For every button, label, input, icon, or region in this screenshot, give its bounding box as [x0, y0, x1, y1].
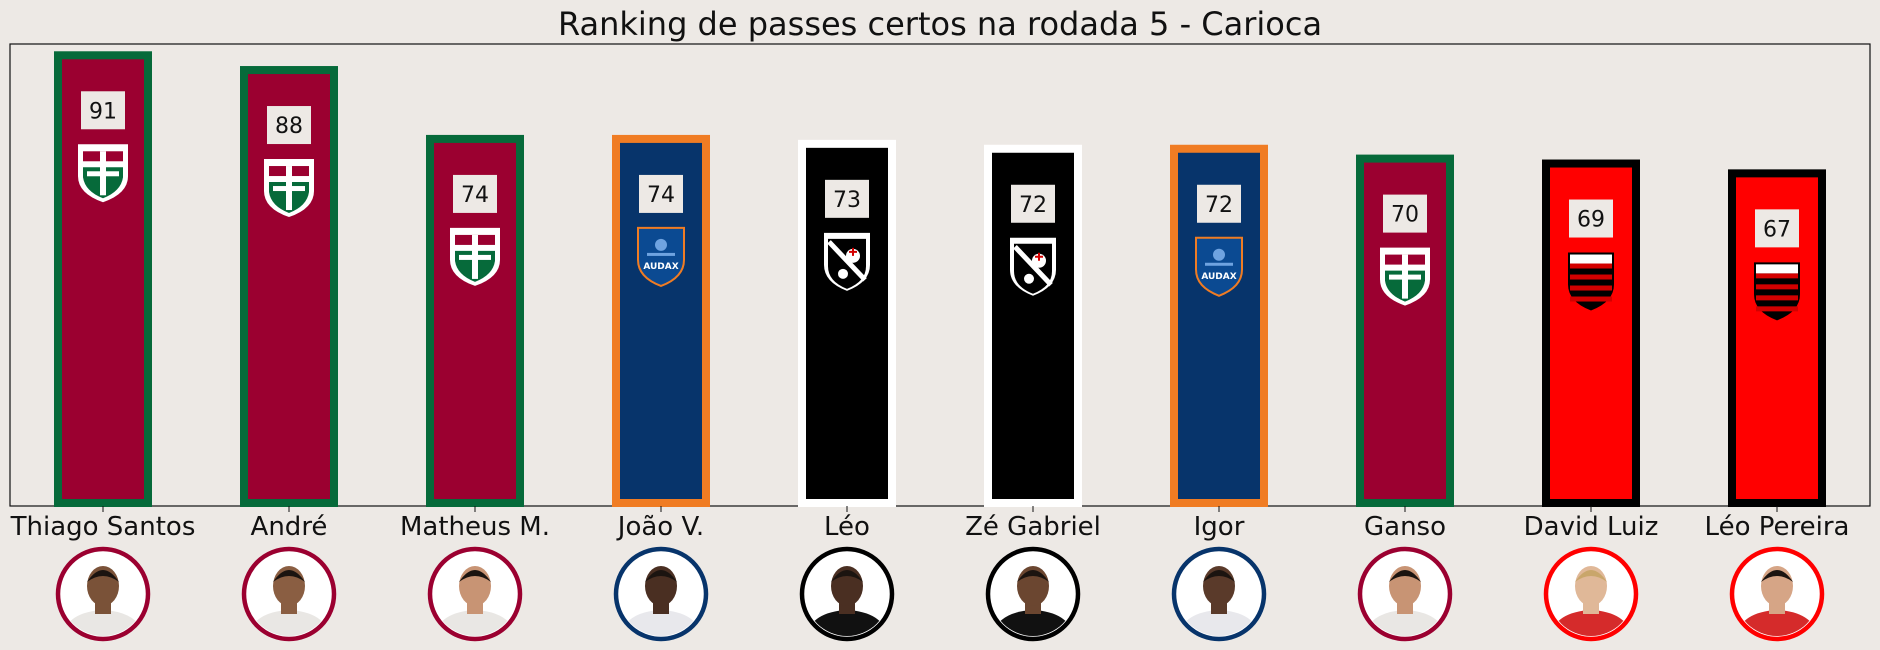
player-avatar [427, 546, 523, 642]
data-label-box [1197, 184, 1241, 223]
plot-area [9, 43, 1871, 507]
data-label: 69 [1577, 208, 1605, 233]
data-label: 72 [1019, 193, 1047, 218]
x-tick-label: Igor [1194, 512, 1245, 542]
x-tick-label: João V. [616, 512, 704, 542]
data-label-box [1011, 184, 1055, 223]
x-tick-label: Matheus M. [400, 512, 550, 542]
data-label: 70 [1391, 203, 1419, 228]
audax-crest-icon: AUDAX [1195, 236, 1243, 297]
x-tick-label: Ganso [1364, 512, 1446, 542]
player-avatar [55, 546, 151, 642]
player-avatar [799, 546, 895, 642]
fluminense-crest-icon [450, 227, 500, 286]
x-tick-label: André [251, 512, 328, 542]
player-avatar [985, 546, 1081, 642]
data-label-box [1755, 209, 1799, 248]
bars-layer: 91 88 74 74 AUDAX 73 72 72 AUDAX 70 69 67 [54, 51, 1826, 508]
player-avatar [1543, 546, 1639, 642]
player-avatar [1171, 546, 1267, 642]
data-label: 72 [1205, 193, 1233, 218]
bar [240, 66, 338, 507]
data-label-box [825, 179, 869, 218]
data-label-box [1569, 199, 1613, 238]
audax-crest-icon: AUDAX [637, 226, 685, 287]
data-label: 73 [833, 188, 861, 213]
data-label-box [639, 174, 683, 213]
x-tick-label: Léo Pereira [1705, 512, 1850, 542]
chart-title: Ranking de passes certos na rodada 5 - C… [558, 5, 1322, 43]
x-tick-labels: Thiago Santos André Matheus M. João V. Léo Zé… [10, 506, 1850, 542]
bar [426, 134, 524, 507]
audax-crest-text: AUDAX [1201, 272, 1236, 282]
data-label-box [1383, 194, 1427, 233]
data-label-box [453, 174, 497, 213]
flamengo-crest-icon [1568, 252, 1614, 311]
vasco-crest-icon [1010, 237, 1056, 296]
data-label: 74 [647, 183, 675, 208]
data-label-box [81, 91, 125, 130]
x-tick-label: David Luiz [1524, 512, 1659, 542]
x-tick-label: Thiago Santos [10, 512, 196, 542]
fluminense-crest-icon [1380, 247, 1430, 306]
player-avatars [55, 546, 1825, 642]
data-label: 88 [275, 114, 303, 139]
player-avatar [1729, 546, 1825, 642]
fluminense-crest-icon [78, 144, 128, 203]
x-tick-label: Léo [824, 512, 870, 542]
player-avatar [613, 546, 709, 642]
x-tick-label: Zé Gabriel [965, 512, 1101, 542]
data-label: 67 [1763, 217, 1791, 242]
player-avatar [241, 546, 337, 642]
audax-crest-text: AUDAX [643, 262, 678, 272]
bar [54, 51, 152, 507]
player-avatar [1357, 546, 1453, 642]
data-label: 74 [461, 183, 489, 208]
data-label-box [267, 106, 311, 145]
flamengo-crest-icon [1754, 262, 1800, 321]
data-label: 91 [89, 99, 117, 124]
vasco-crest-icon [824, 232, 870, 291]
fluminense-crest-icon [264, 159, 314, 218]
